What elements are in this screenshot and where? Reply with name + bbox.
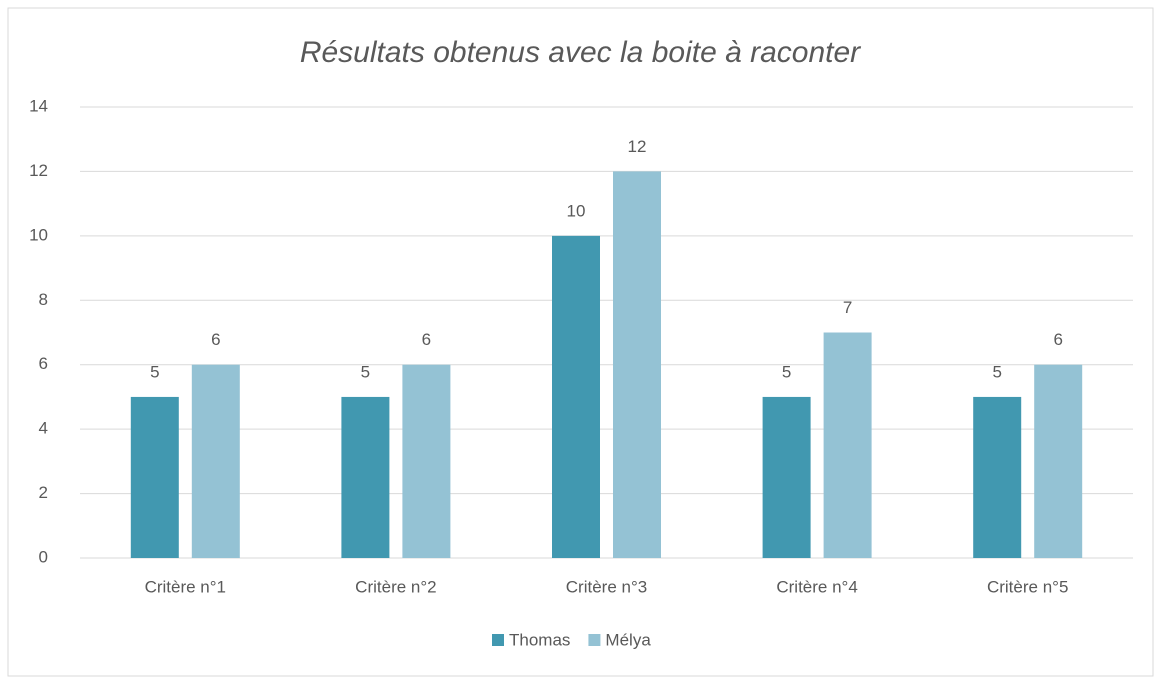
- y-tick-label: 10: [29, 225, 48, 244]
- y-tick-label: 2: [39, 483, 48, 502]
- bar: [402, 364, 451, 558]
- y-tick-label: 14: [29, 96, 48, 115]
- bar: [973, 396, 1022, 558]
- bar: [341, 396, 390, 558]
- data-label: 6: [422, 330, 431, 349]
- y-tick-label: 8: [39, 290, 48, 309]
- bar: [613, 171, 661, 558]
- data-label: 10: [567, 201, 586, 220]
- legend-swatch: [492, 634, 504, 646]
- y-tick-label: 12: [29, 161, 48, 180]
- data-label: 5: [150, 362, 159, 381]
- data-label: 6: [1053, 330, 1062, 349]
- data-label: 5: [782, 362, 791, 381]
- data-label: 5: [992, 362, 1001, 381]
- x-tick-label: Critère n°4: [776, 577, 857, 596]
- y-tick-label: 0: [39, 547, 48, 566]
- legend-swatch: [588, 634, 601, 646]
- legend-label: Mélya: [605, 630, 651, 649]
- x-tick-label: Critère n°1: [145, 577, 226, 596]
- data-label: 7: [843, 298, 852, 317]
- data-label: 12: [628, 137, 647, 156]
- x-tick-label: Critère n°3: [566, 577, 647, 596]
- y-tick-label: 4: [39, 419, 48, 438]
- x-tick-label: Critère n°5: [987, 577, 1068, 596]
- y-tick-label: 6: [39, 354, 48, 373]
- bar: [130, 396, 179, 558]
- bar: [191, 364, 240, 558]
- x-tick-label: Critère n°2: [355, 577, 436, 596]
- data-label: 6: [211, 330, 220, 349]
- data-label: 5: [361, 362, 370, 381]
- bar: [552, 235, 600, 558]
- bar: [1034, 364, 1083, 558]
- chart-title: Résultats obtenus avec la boite à racont…: [300, 36, 861, 69]
- bar: [762, 396, 811, 558]
- bar: [823, 332, 872, 558]
- legend-label: Thomas: [509, 630, 570, 649]
